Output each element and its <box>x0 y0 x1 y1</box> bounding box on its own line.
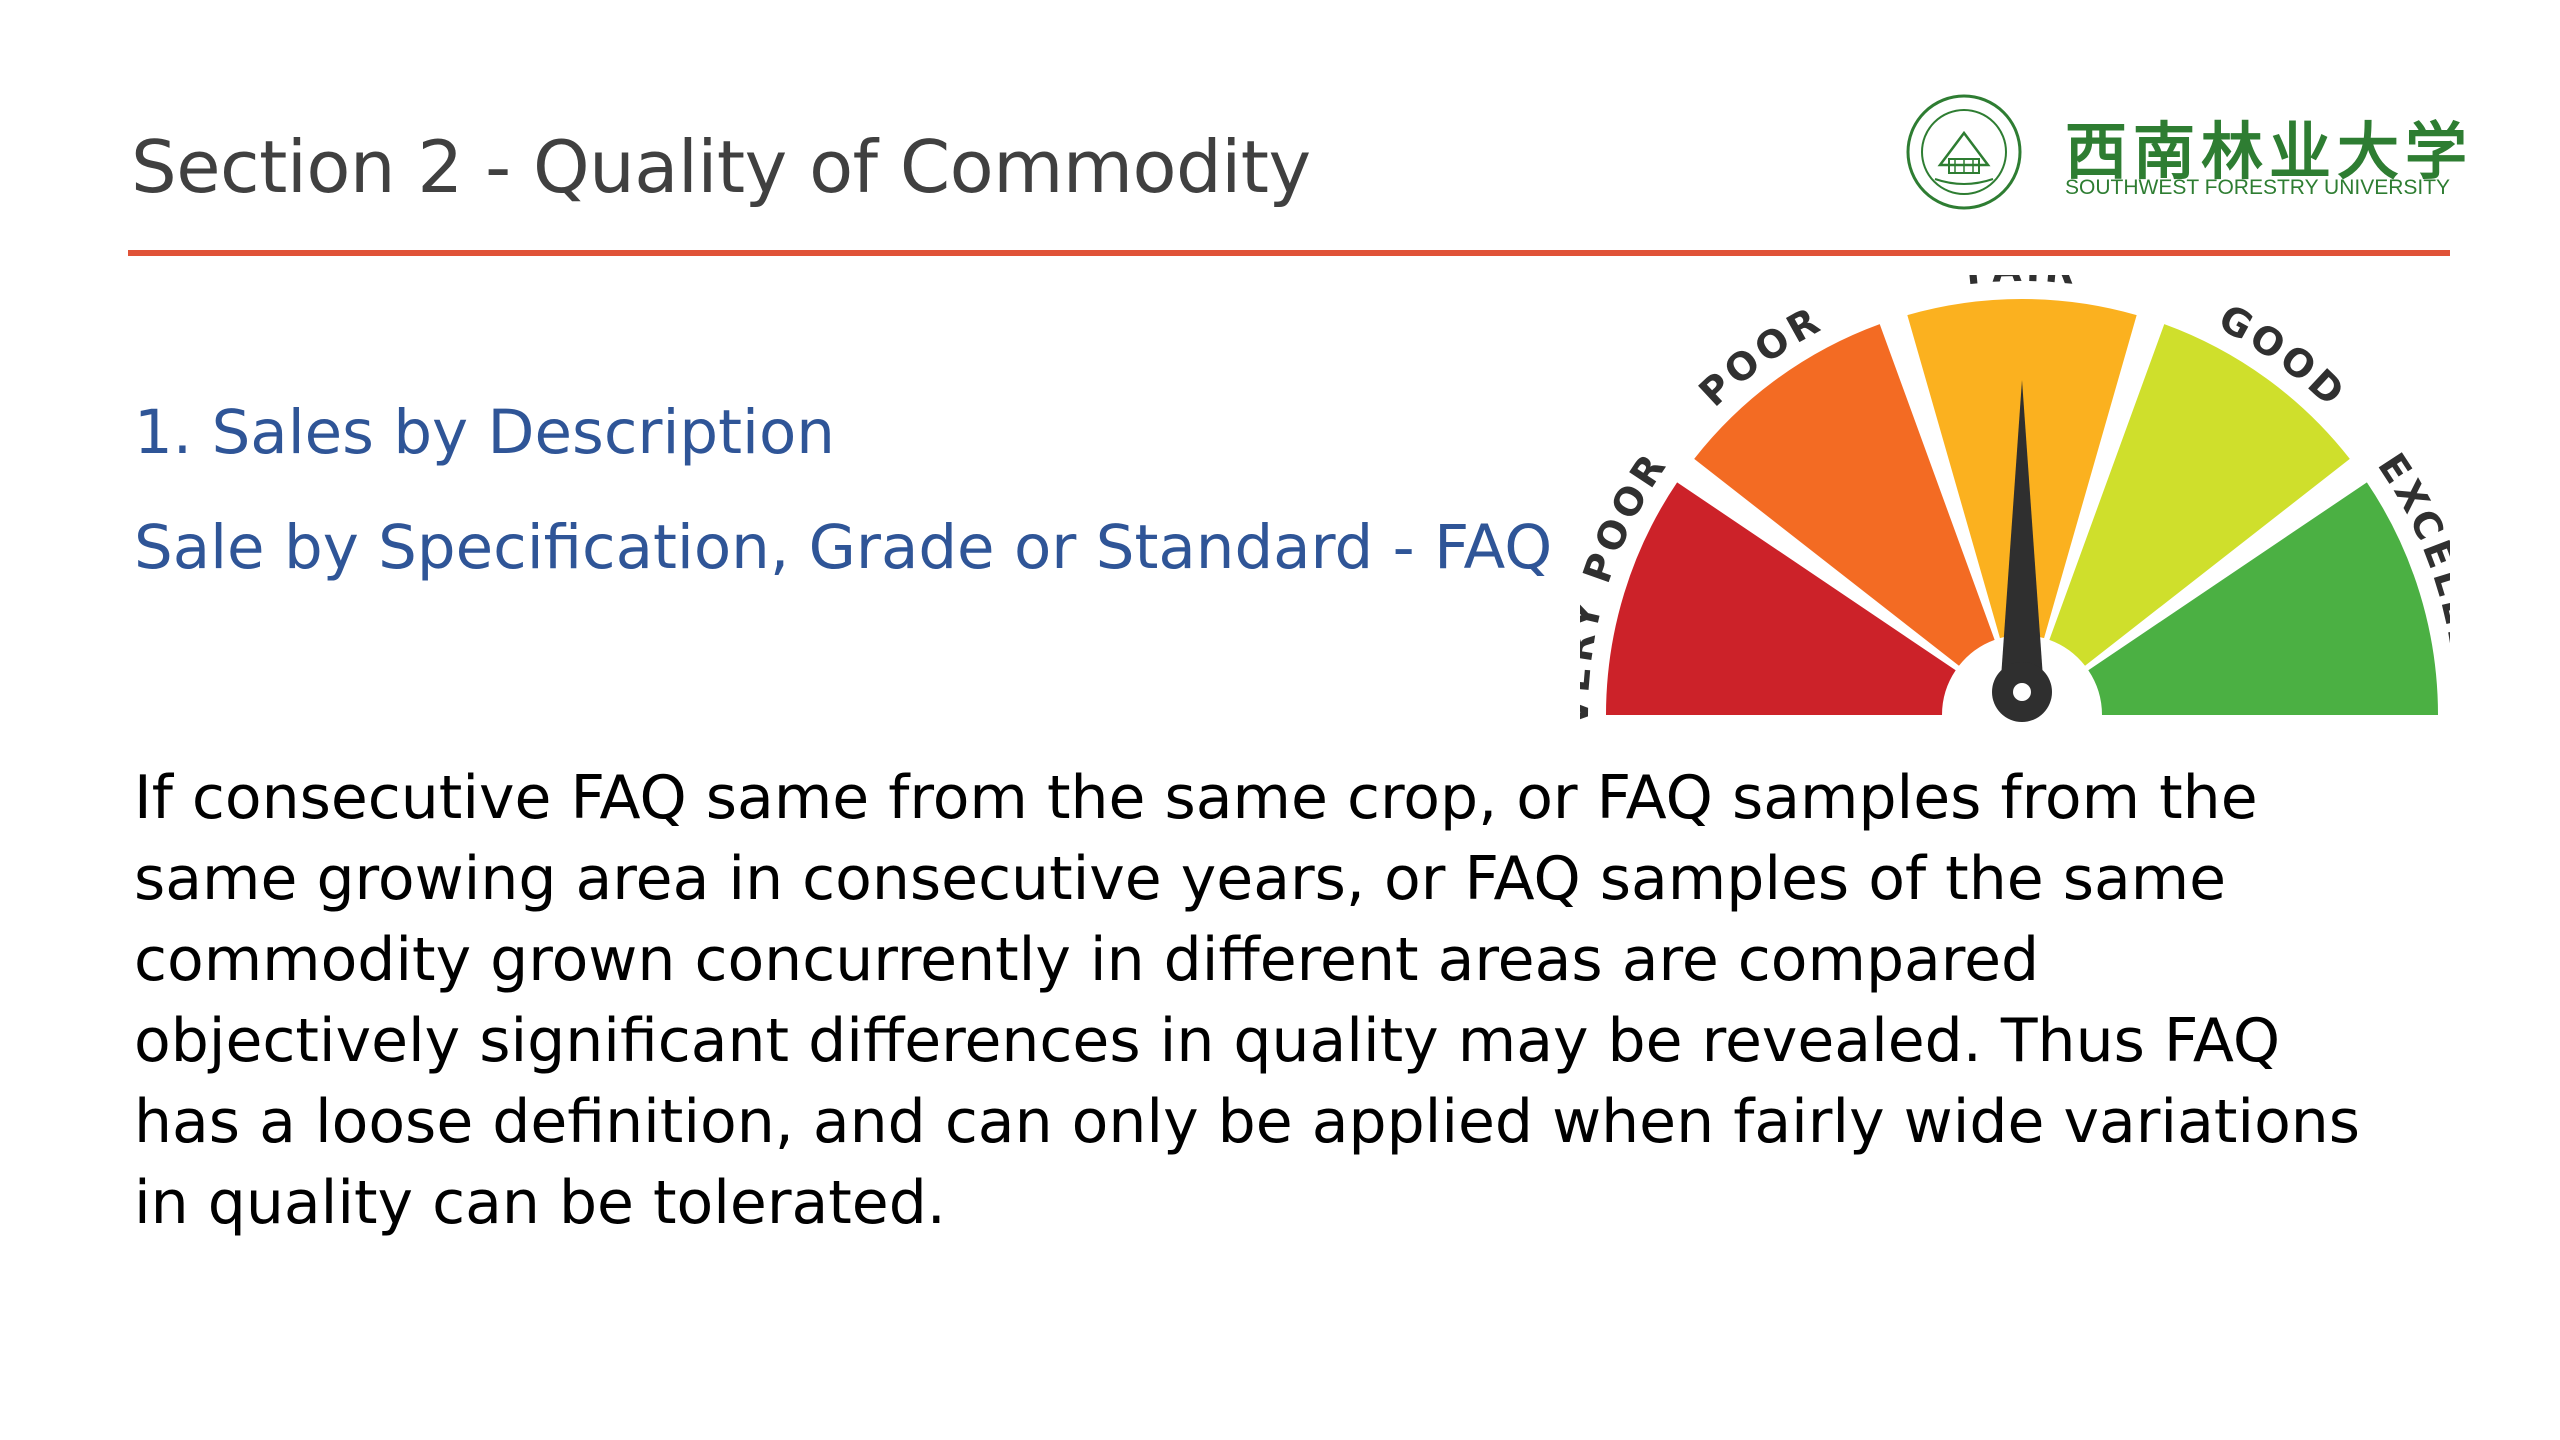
university-name-cn: 西南林业大学 <box>2065 115 2474 188</box>
subheading-sales-by-description: 1. Sales by Description <box>134 397 835 468</box>
body-paragraph: If consecutive FAQ same from the same cr… <box>134 758 2434 1244</box>
gauge-segment-good <box>2049 324 2350 666</box>
gauge-segment-very-poor <box>1606 482 1956 715</box>
body-line: has a loose definition, and can only be … <box>134 1087 2361 1157</box>
body-line: same growing area in consecutive years, … <box>134 844 2227 914</box>
body-line: If consecutive FAQ same from the same cr… <box>134 763 2258 833</box>
university-name-en: SOUTHWEST FORESTRY UNIVERSITY <box>2065 176 2451 199</box>
body-line: in quality can be tolerated. <box>134 1168 946 1238</box>
university-logo: 西南林业大学 SOUTHWEST FORESTRY UNIVERSITY <box>1905 93 2467 218</box>
subheading-sale-by-specification: Sale by Specification, Grade or Standard… <box>134 512 1553 583</box>
needle-hub-dot <box>2013 683 2031 701</box>
needle-shape <box>2000 380 2044 692</box>
title-rule <box>128 250 2450 256</box>
gauge-segment-excellent <box>2088 482 2438 715</box>
gauge-label-fair: FAIR <box>1963 275 2080 293</box>
gauge-needle <box>1992 380 2052 722</box>
university-seal-icon <box>1906 94 2022 210</box>
body-line: commodity grown concurrently in differen… <box>134 925 2040 995</box>
slide-title: Section 2 - Quality of Commodity <box>131 125 1311 209</box>
gauge-segment-poor <box>1694 324 1995 666</box>
quality-gauge: VERY POORPOORFAIRGOODEXCELLENT <box>1580 275 2450 727</box>
body-line: objectively significant differences in q… <box>134 1006 2281 1076</box>
